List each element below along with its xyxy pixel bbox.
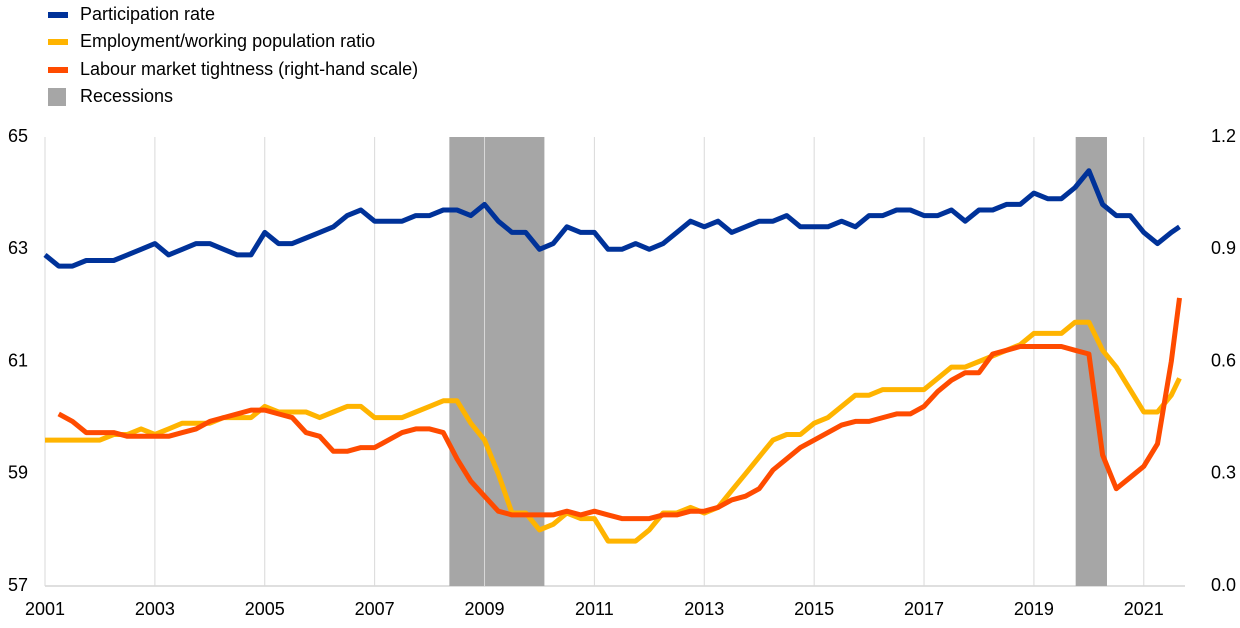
y2-tick-label: 0.3 bbox=[1211, 463, 1236, 483]
x-tick-label: 2021 bbox=[1124, 599, 1164, 619]
legend-label: Employment/working population ratio bbox=[80, 31, 375, 51]
y-tick-label: 65 bbox=[8, 126, 28, 146]
x-tick-label: 2015 bbox=[794, 599, 834, 619]
legend-swatch bbox=[48, 88, 66, 106]
y2-tick-label: 0.6 bbox=[1211, 350, 1236, 370]
y2-tick-label: 0.0 bbox=[1211, 575, 1236, 595]
y2-tick-label: 1.2 bbox=[1211, 126, 1236, 146]
x-tick-label: 2001 bbox=[25, 599, 65, 619]
y-tick-label: 59 bbox=[8, 463, 28, 483]
x-tick-label: 2017 bbox=[904, 599, 944, 619]
series-line bbox=[45, 319, 1182, 544]
y-tick-label: 63 bbox=[8, 238, 28, 258]
x-tick-label: 2007 bbox=[355, 599, 395, 619]
y-tick-label: 57 bbox=[8, 575, 28, 595]
y-tick-label: 61 bbox=[8, 350, 28, 370]
x-tick-label: 2003 bbox=[135, 599, 175, 619]
x-tick-label: 2009 bbox=[464, 599, 504, 619]
legend-label: Recessions bbox=[80, 86, 173, 106]
x-tick-label: 2019 bbox=[1014, 599, 1054, 619]
x-tick-label: 2013 bbox=[684, 599, 724, 619]
series-line bbox=[43, 168, 1181, 269]
legend-label: Labour market tightness (right-hand scal… bbox=[80, 59, 418, 79]
x-tick-label: 2005 bbox=[245, 599, 285, 619]
legend-label: Participation rate bbox=[80, 4, 215, 24]
series-line bbox=[57, 297, 1182, 522]
y2-tick-label: 0.9 bbox=[1211, 238, 1236, 258]
x-tick-label: 2011 bbox=[575, 599, 614, 619]
